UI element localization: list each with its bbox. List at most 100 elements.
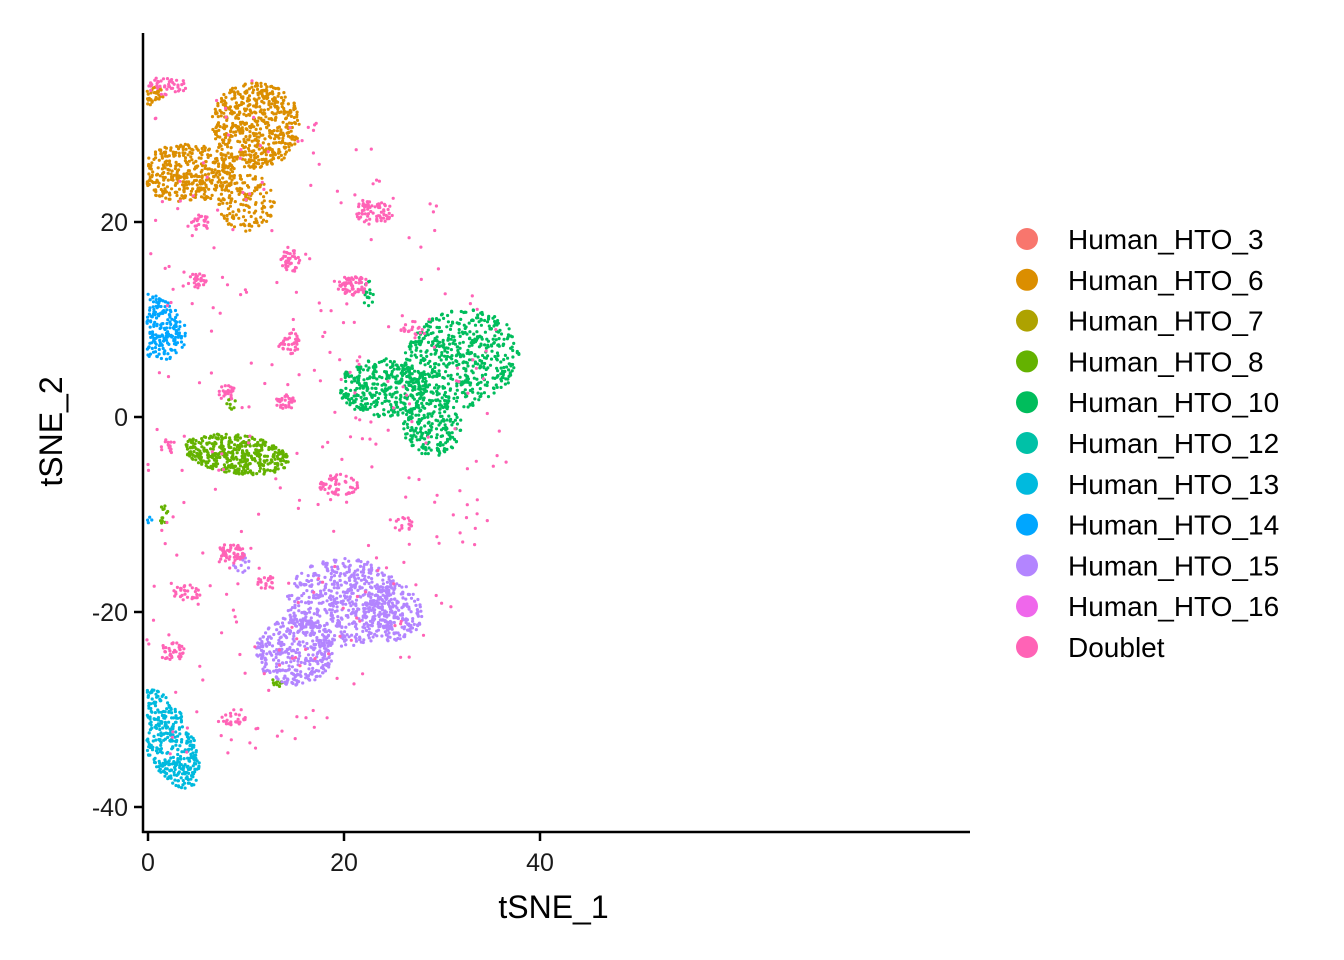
data-point (386, 639, 390, 643)
data-point (361, 625, 365, 629)
data-point (274, 112, 278, 116)
data-point (232, 96, 236, 100)
data-point (245, 458, 249, 463)
data-point (437, 326, 441, 330)
data-point (180, 194, 184, 198)
data-point (203, 166, 207, 170)
data-point (400, 585, 404, 589)
data-point (335, 591, 339, 595)
data-point (271, 200, 276, 204)
data-point (383, 219, 387, 223)
data-point (252, 211, 256, 215)
data-point (392, 615, 396, 619)
data-point (354, 394, 358, 398)
data-point (232, 176, 236, 180)
data-point (244, 452, 248, 456)
data-point (393, 526, 397, 530)
data-point (238, 436, 242, 440)
data-point (265, 637, 269, 642)
data-point (364, 364, 368, 368)
data-point (496, 374, 500, 378)
data-point (360, 285, 364, 289)
data-point (148, 98, 153, 102)
data-point (223, 559, 227, 563)
data-point (160, 322, 164, 326)
data-point (399, 400, 403, 404)
data-point (297, 604, 301, 608)
data-point (257, 158, 261, 162)
data-point (176, 748, 180, 752)
data-point (315, 593, 319, 597)
data-point (347, 635, 351, 639)
data-point (447, 414, 451, 418)
data-point (262, 442, 266, 446)
data-point (243, 145, 247, 149)
data-point (325, 599, 329, 603)
data-point (375, 214, 379, 218)
data-point (197, 761, 201, 765)
data-point (443, 390, 447, 395)
data-point (179, 175, 183, 179)
data-point (369, 595, 373, 600)
data-point (247, 438, 251, 443)
data-point (351, 607, 355, 611)
data-point (295, 647, 300, 652)
data-point (176, 147, 181, 151)
data-point (330, 477, 334, 481)
data-point (367, 296, 371, 300)
data-point (455, 372, 460, 376)
data-point (450, 354, 454, 358)
data-point (239, 223, 243, 227)
data-point (187, 159, 191, 163)
data-point (387, 588, 391, 592)
data-point (184, 160, 188, 164)
data-point (374, 403, 379, 407)
data-point (334, 482, 338, 486)
data-point (386, 410, 391, 414)
data-point (413, 320, 417, 324)
data-point (339, 600, 343, 604)
data-point (383, 601, 387, 605)
data-point (203, 164, 208, 168)
data-point (249, 214, 253, 219)
data-point (290, 342, 294, 346)
data-point (288, 632, 292, 636)
data-point (448, 437, 452, 441)
data-point (193, 758, 197, 762)
data-point (250, 111, 254, 115)
data-point (403, 362, 407, 366)
data-point (289, 261, 293, 265)
data-point (368, 592, 373, 596)
data-point (414, 355, 419, 359)
data-point (482, 391, 486, 395)
data-point (344, 643, 348, 647)
data-point (224, 467, 228, 471)
data-point (430, 414, 434, 418)
data-point (301, 681, 305, 685)
data-point (173, 707, 177, 712)
data-point (327, 628, 331, 633)
series-Human_HTO_10 (339, 279, 521, 457)
data-point (159, 298, 163, 302)
data-point (466, 364, 470, 368)
data-point (239, 563, 243, 568)
data-point (229, 714, 233, 718)
data-point (209, 153, 213, 157)
data-point (282, 112, 286, 116)
data-point (469, 351, 474, 355)
data-point (458, 355, 463, 359)
data-point (363, 607, 367, 611)
data-point (275, 628, 279, 632)
data-point (398, 637, 402, 641)
data-point (295, 110, 299, 114)
data-point (399, 393, 403, 397)
data-point (309, 578, 314, 583)
data-point (429, 399, 433, 403)
data-point (507, 327, 511, 331)
data-point (184, 147, 188, 151)
data-point (148, 352, 153, 356)
data-point (361, 203, 365, 208)
data-point (166, 735, 170, 740)
data-point (281, 264, 285, 268)
data-point (390, 369, 394, 374)
